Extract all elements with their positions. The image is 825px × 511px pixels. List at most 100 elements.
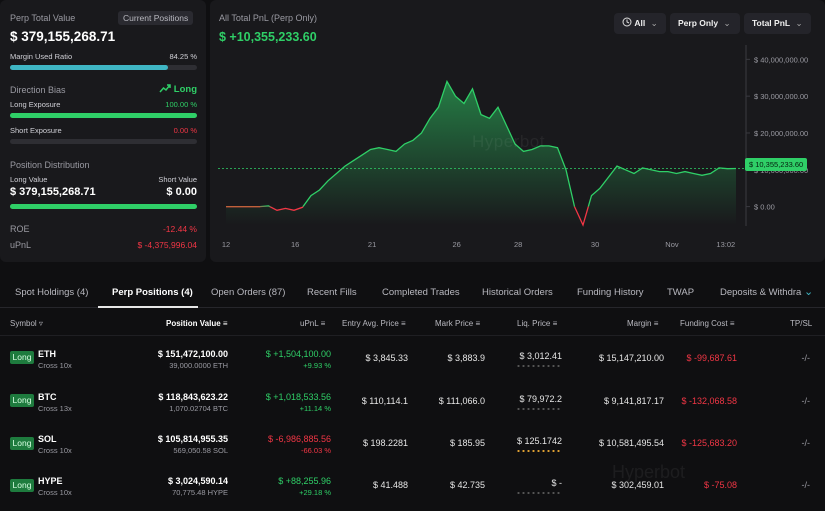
leverage: Cross 10x [38, 488, 72, 497]
sort-icon: ≡ [475, 319, 481, 328]
entry-price: $ 41.488 [372, 480, 408, 490]
y-tick-label: $ 0.00 [754, 203, 775, 212]
tpsl[interactable]: -/- [801, 396, 811, 406]
liq-price: $ - [551, 478, 562, 488]
range-filter-all[interactable]: All ⌄ [614, 13, 666, 34]
chart-total-value: $ +10,355,233.60 [219, 30, 317, 44]
trend-up-icon [159, 84, 171, 93]
column-symbol[interactable]: Symbol ▿ [10, 319, 43, 328]
upnl: $ +88,255.96 [278, 476, 331, 486]
column-mark-price[interactable]: Mark Price ≡ [435, 319, 480, 328]
column-upnl[interactable]: uPnL ≡ [300, 319, 325, 328]
tab-perp-positions[interactable]: Perp Positions (4) [112, 287, 193, 298]
position-distribution-label: Position Distribution [10, 160, 90, 170]
margin-used-fill [10, 65, 168, 70]
column-entry-price[interactable]: Entry Avg. Price ≡ [342, 319, 406, 328]
tab-funding-history[interactable]: Funding History [577, 287, 644, 298]
position-qty: 70,775.48 HYPE [172, 488, 228, 497]
column-tpsl[interactable]: TP/SL [790, 319, 813, 328]
column-position-value-label: Position Value [166, 319, 221, 328]
margin-used-label: Margin Used Ratio [10, 52, 73, 61]
column-liq-price[interactable]: Liq. Price ≡ [517, 319, 557, 328]
symbol[interactable]: ETH [38, 349, 56, 359]
margin-used-bar [10, 65, 197, 70]
filter-icon: ▿ [38, 319, 43, 328]
upnl: $ -6,986,885.56 [267, 434, 331, 444]
column-liq-price-label: Liq. Price [517, 319, 551, 328]
mark-price: $ 3,883.9 [447, 353, 485, 363]
x-tick-label: Nov [665, 240, 679, 249]
header-divider [0, 335, 825, 336]
side-badge: Long [10, 351, 34, 364]
short-exposure-label: Short Exposure [10, 126, 62, 135]
tab-twap[interactable]: TWAP [667, 287, 695, 298]
funding-cost: $ -99,687.61 [686, 353, 737, 363]
tab-historical-orders[interactable]: Historical Orders [482, 287, 553, 298]
pnl-line-positive [226, 79, 737, 207]
funding-cost: $ -125,683.20 [681, 438, 737, 448]
position-qty: 39,000.0000 ETH [169, 361, 228, 370]
x-tick-label: 12 [222, 240, 230, 249]
tab-deposits-withdrawals[interactable]: Deposits & Withdra [720, 287, 802, 298]
upnl: $ +1,504,100.00 [265, 349, 331, 359]
short-exposure-value: 0.00 % [173, 126, 197, 135]
side-badge: Long [10, 394, 34, 407]
margin-used-value: 84.25 % [169, 52, 197, 61]
column-funding-cost[interactable]: Funding Cost ≡ [680, 319, 735, 328]
short-value-label: Short Value [158, 175, 197, 184]
symbol[interactable]: BTC [38, 392, 57, 402]
pnl-area-fill [226, 81, 736, 226]
sort-icon: ≡ [552, 319, 558, 328]
chevron-down-icon[interactable]: ⌄ [804, 286, 814, 298]
direction-bias-label: Direction Bias [10, 85, 66, 95]
y-tick-label: $ 40,000,000.00 [754, 55, 808, 64]
symbol[interactable]: SOL [38, 434, 57, 444]
position-value: $ 118,843,623.22 [158, 392, 228, 402]
clock-icon [622, 17, 632, 27]
side-badge: Long [10, 479, 34, 492]
long-exposure-value: 100.00 % [165, 100, 197, 109]
entry-price: $ 3,845.33 [365, 353, 408, 363]
column-mark-price-label: Mark Price [435, 319, 474, 328]
chart-watermark: Hyperbot [472, 132, 545, 151]
tab-completed-trades[interactable]: Completed Trades [382, 287, 460, 298]
position-qty: 569,050.58 SOL [173, 446, 228, 455]
column-entry-price-label: Entry Avg. Price [342, 319, 399, 328]
perp-total-value: $ 379,155,268.71 [10, 29, 116, 44]
tpsl[interactable]: -/- [801, 353, 811, 363]
y-tick-label: $ 20,000,000.00 [754, 129, 808, 138]
current-value-tag: $ 10,355,233.60 [745, 158, 808, 171]
tab-recent-fills[interactable]: Recent Fills [307, 287, 357, 298]
distribution-bar [10, 204, 197, 209]
perp-total-value-label: Perp Total Value [10, 13, 76, 23]
market-filter-perp[interactable]: Perp Only ⌄ [670, 13, 740, 34]
column-position-value[interactable]: Position Value ≡ [166, 319, 228, 328]
tab-open-orders[interactable]: Open Orders (87) [211, 287, 286, 298]
liq-risk-indicator [516, 492, 562, 494]
column-margin[interactable]: Margin ≡ [627, 319, 658, 328]
side-badge: Long [10, 437, 34, 450]
margin: $ 9,141,817.17 [603, 396, 664, 406]
long-value-label: Long Value [10, 175, 48, 184]
distribution-long-fill [10, 204, 197, 209]
symbol[interactable]: HYPE [38, 476, 63, 486]
x-tick-label: 21 [368, 240, 376, 249]
position-value: $ 151,472,100.00 [157, 349, 228, 359]
chart-title: All Total PnL (Perp Only) [219, 13, 318, 23]
column-symbol-label: Symbol [10, 319, 37, 328]
short-exposure-bar [10, 139, 197, 144]
current-positions-tag[interactable]: Current Positions [118, 11, 194, 25]
tpsl[interactable]: -/- [801, 438, 811, 448]
metric-filter-total[interactable]: Total PnL ⌄ [744, 13, 811, 34]
upnl-percent: -66.03 % [300, 446, 331, 455]
tab-spot-holdings[interactable]: Spot Holdings (4) [15, 287, 89, 298]
margin: $ 15,147,210.00 [598, 353, 664, 363]
leverage: Cross 10x [38, 446, 72, 455]
upnl-percent: +9.93 % [303, 361, 331, 370]
tpsl[interactable]: -/- [801, 480, 811, 490]
metric-filter-label: Total PnL [752, 18, 791, 28]
entry-price: $ 110,114.1 [361, 396, 408, 406]
leverage: Cross 10x [38, 361, 72, 370]
liq-risk-indicator [516, 365, 562, 367]
short-value: $ 0.00 [166, 186, 197, 198]
